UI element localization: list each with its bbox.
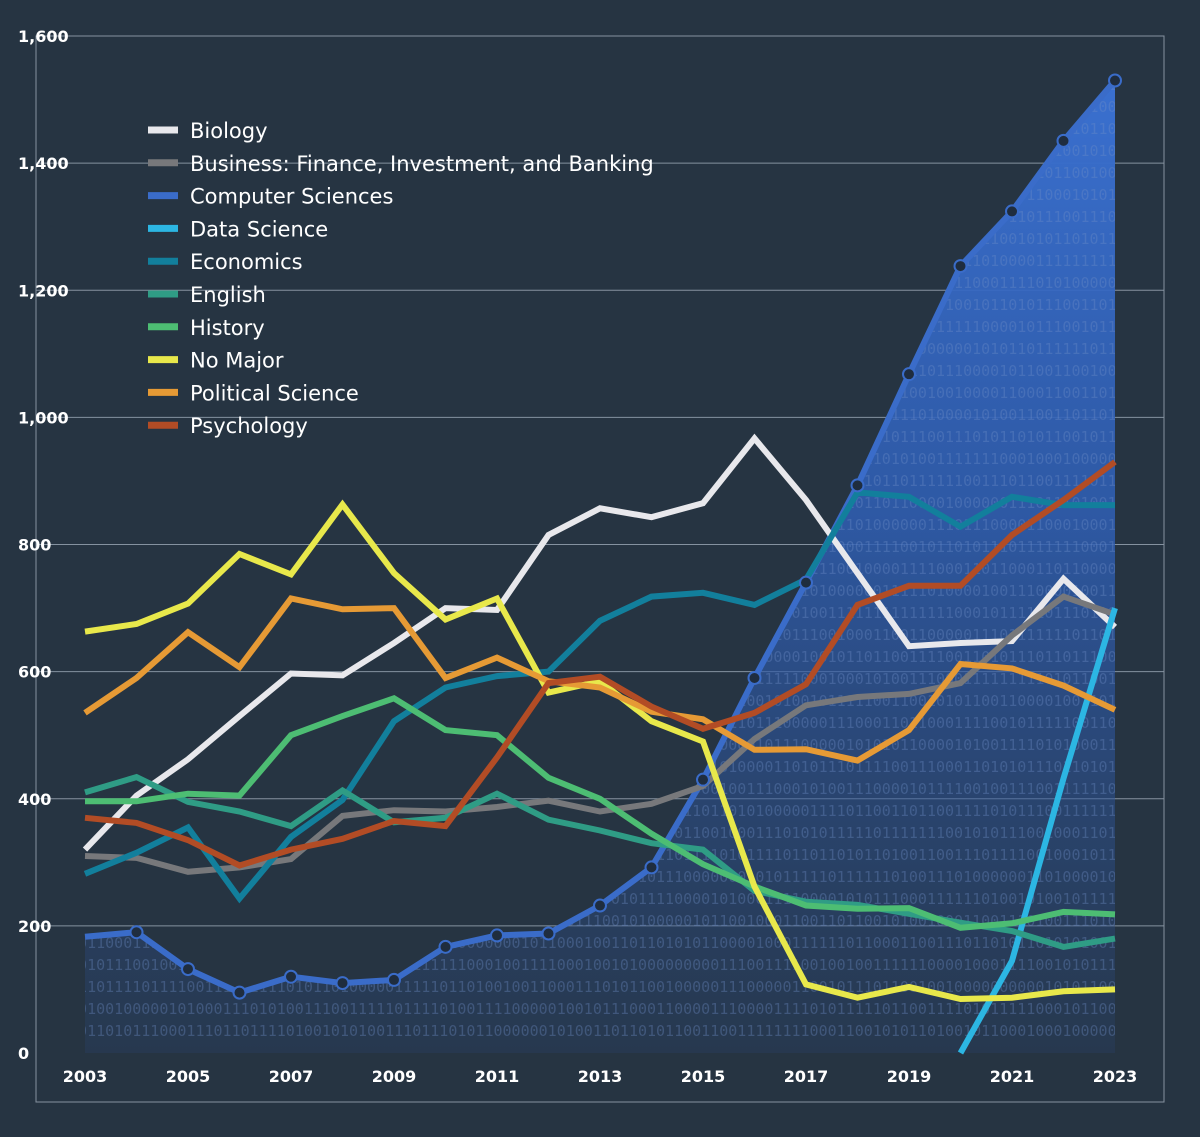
legend-item-business-finance-investment-and-banking: Business: Finance, Investment, and Banki… bbox=[148, 152, 654, 176]
axis-tick-labels: 0 200 400 600 800 1,000 1,200 1,400 1,600 2003 200… bbox=[18, 27, 1137, 1086]
series-line-history bbox=[85, 694, 1116, 931]
legend-label: Economics bbox=[190, 250, 303, 274]
legend-label: Data Science bbox=[190, 217, 328, 241]
x-tick-label: 2007 bbox=[269, 1067, 314, 1086]
cs-point-2006 bbox=[232, 985, 247, 1000]
cs-point-2004 bbox=[129, 925, 144, 940]
y-tick-label: 1,000 bbox=[18, 408, 69, 427]
series-line-biology bbox=[82, 433, 1118, 852]
legend-item-data-science: Data Science bbox=[148, 217, 328, 241]
x-tick-label: 2009 bbox=[372, 1067, 417, 1086]
cs-point-2022 bbox=[1056, 133, 1071, 148]
cs-point-2005 bbox=[181, 962, 195, 977]
series-line-data-science bbox=[957, 607, 1118, 1055]
cs-point-2017 bbox=[799, 575, 813, 590]
cs-point-2012 bbox=[541, 926, 556, 941]
x-tick-label: 2019 bbox=[887, 1067, 932, 1086]
binary-row: 0101001000001010001110101001110011111011… bbox=[60, 1000, 1144, 1018]
legend-label: History bbox=[190, 316, 265, 340]
cs-point-2021 bbox=[1005, 204, 1019, 219]
plot-frame bbox=[35, 35, 1165, 1103]
y-tick-label: 200 bbox=[18, 917, 51, 936]
legend-item-psychology: Psychology bbox=[148, 414, 308, 438]
x-tick-label: 2011 bbox=[475, 1067, 520, 1086]
cs-point-2023 bbox=[1108, 73, 1122, 88]
series-line-economics bbox=[83, 489, 1115, 904]
cs-point-2016 bbox=[747, 670, 762, 685]
legend-item-history: History bbox=[148, 316, 265, 340]
computer-sciences-fill bbox=[85, 80, 1115, 1053]
legend-item-political-science: Political Science bbox=[148, 381, 359, 405]
series-line-no-major bbox=[84, 499, 1116, 1003]
x-tick-label: 2005 bbox=[166, 1067, 211, 1086]
x-tick-label: 2003 bbox=[63, 1067, 108, 1086]
y-tick-label: 1,400 bbox=[18, 154, 69, 173]
x-tick-label: 2017 bbox=[784, 1067, 829, 1086]
y-tick-label: 600 bbox=[18, 663, 51, 682]
cs-point-2009 bbox=[387, 972, 401, 987]
binary-row: 1001101011100011101101111010010101001110… bbox=[60, 1022, 1144, 1040]
x-tick-label: 2013 bbox=[578, 1067, 623, 1086]
x-tick-label: 2021 bbox=[990, 1067, 1035, 1086]
series-line-political-science bbox=[83, 595, 1117, 764]
x-tick-label: 2023 bbox=[1093, 1067, 1138, 1086]
y-tick-label: 400 bbox=[18, 790, 51, 809]
y-tick-label: 0 bbox=[18, 1044, 29, 1063]
cs-point-2007 bbox=[284, 969, 298, 984]
cs-point-2014 bbox=[644, 860, 659, 875]
cs-point-2011 bbox=[490, 928, 504, 943]
y-tick-label: 1,200 bbox=[18, 281, 69, 300]
legend-item-english: English bbox=[148, 283, 266, 307]
legend-item-no-major: No Major bbox=[148, 349, 284, 373]
cs-point-2019 bbox=[902, 367, 916, 382]
legend-label: English bbox=[190, 283, 266, 307]
legend-label: Business: Finance, Investment, and Banki… bbox=[190, 152, 654, 176]
cs-point-2008 bbox=[335, 976, 350, 991]
cs-point-2020 bbox=[953, 259, 968, 274]
legend-item-computer-sciences: Computer Sciences bbox=[148, 185, 393, 209]
cs-point-2010 bbox=[438, 939, 453, 954]
computer-sciences-markers bbox=[129, 73, 1122, 1000]
legend-label: Biology bbox=[190, 119, 268, 143]
y-tick-label: 800 bbox=[18, 536, 51, 555]
legend-label: No Major bbox=[190, 349, 284, 373]
legend-item-economics: Economics bbox=[148, 250, 303, 274]
cs-point-2015 bbox=[696, 772, 710, 787]
legend-label: Computer Sciences bbox=[190, 185, 393, 209]
cs-point-2018 bbox=[850, 478, 865, 493]
x-tick-label: 2015 bbox=[681, 1067, 726, 1086]
series-line-psychology bbox=[84, 459, 1117, 869]
legend: Biology Business: Finance, Investment, an… bbox=[148, 119, 654, 438]
y-tick-label: 1,600 bbox=[18, 27, 69, 46]
legend-item-biology: Biology bbox=[148, 119, 268, 143]
cs-point-2013 bbox=[593, 898, 607, 913]
series-lines bbox=[82, 78, 1118, 1055]
legend-label: Political Science bbox=[190, 381, 359, 405]
legend-label: Psychology bbox=[190, 414, 308, 438]
